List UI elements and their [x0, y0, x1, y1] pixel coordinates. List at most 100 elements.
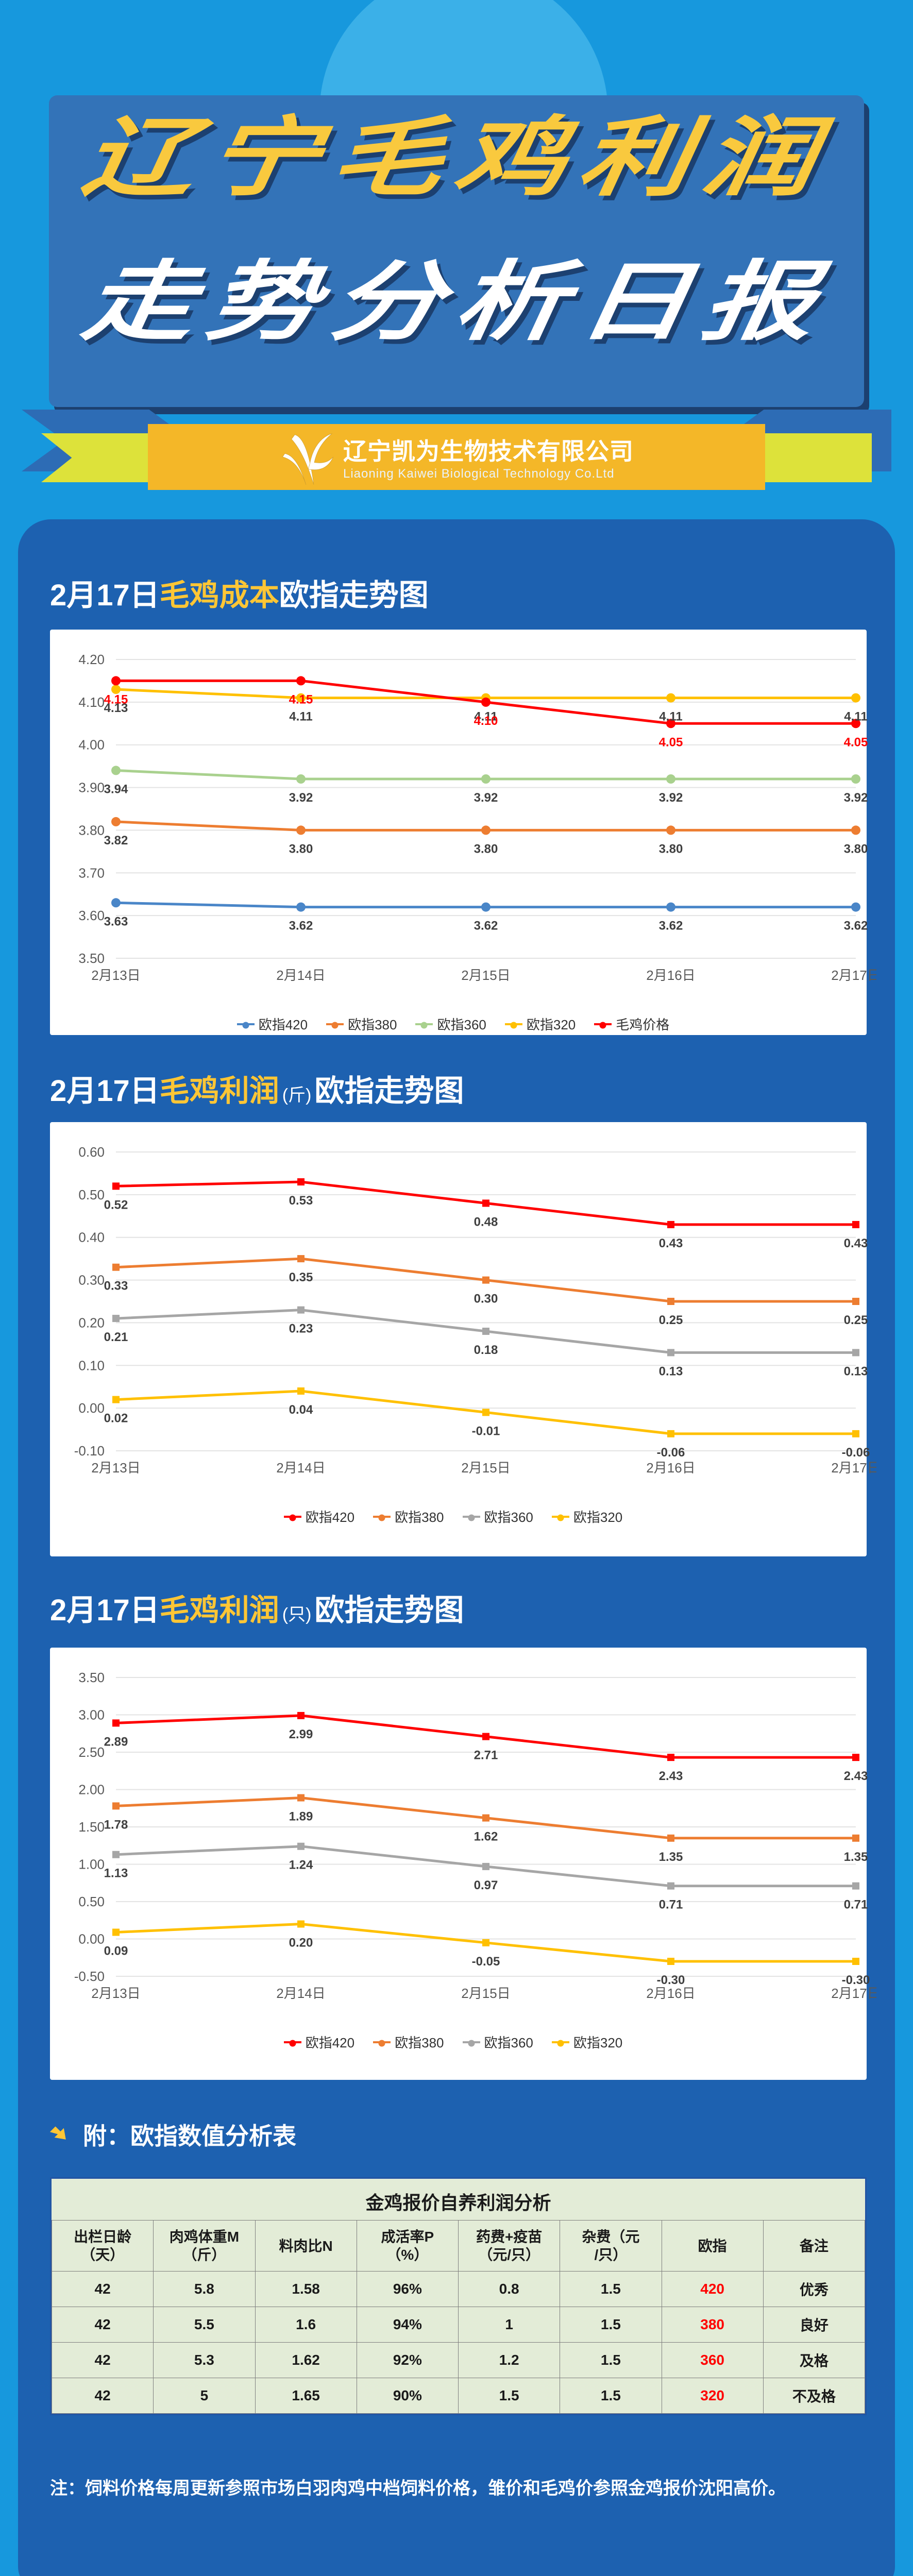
svg-text:3.50: 3.50: [78, 951, 105, 966]
svg-text:0.71: 0.71: [844, 1898, 868, 1912]
svg-text:2.43: 2.43: [844, 1769, 868, 1783]
svg-text:2月15日: 2月15日: [461, 1986, 510, 2001]
svg-text:4.15: 4.15: [104, 692, 128, 706]
svg-text:3.50: 3.50: [78, 1670, 105, 1685]
svg-text:0.60: 0.60: [78, 1144, 105, 1160]
svg-text:0.02: 0.02: [104, 1412, 128, 1426]
svg-text:3.92: 3.92: [844, 791, 868, 805]
svg-text:3.62: 3.62: [474, 919, 498, 933]
svg-text:0.30: 0.30: [78, 1273, 105, 1288]
svg-text:2.71: 2.71: [474, 1749, 498, 1762]
svg-text:3.80: 3.80: [78, 822, 105, 838]
svg-text:3.80: 3.80: [474, 842, 498, 856]
svg-text:4.15: 4.15: [289, 692, 313, 706]
svg-text:-0.10: -0.10: [74, 1443, 105, 1459]
svg-text:0.97: 0.97: [474, 1878, 498, 1892]
svg-text:3.60: 3.60: [78, 908, 105, 923]
svg-text:0.20: 0.20: [78, 1315, 105, 1330]
svg-text:-0.30: -0.30: [657, 1973, 685, 1987]
svg-text:0.35: 0.35: [289, 1270, 313, 1284]
svg-text:2月15日: 2月15日: [461, 968, 510, 983]
svg-text:2月13日: 2月13日: [91, 1460, 140, 1476]
svg-text:2月14日: 2月14日: [276, 1986, 325, 2001]
svg-text:0.13: 0.13: [844, 1364, 868, 1378]
svg-text:0.52: 0.52: [104, 1198, 128, 1212]
svg-text:0.13: 0.13: [659, 1364, 683, 1378]
svg-text:2月17日: 2月17日: [831, 968, 876, 983]
svg-text:-0.30: -0.30: [842, 1973, 870, 1987]
svg-text:2月17日: 2月17日: [831, 1460, 876, 1476]
svg-text:1.24: 1.24: [289, 1858, 313, 1872]
svg-text:-0.50: -0.50: [74, 1969, 105, 1984]
svg-text:0.33: 0.33: [104, 1279, 128, 1293]
svg-text:0.23: 0.23: [289, 1322, 313, 1336]
svg-text:0.18: 0.18: [474, 1343, 498, 1357]
svg-text:0.53: 0.53: [289, 1194, 313, 1208]
svg-text:3.62: 3.62: [289, 919, 313, 933]
svg-text:0.21: 0.21: [104, 1330, 128, 1344]
svg-text:2.99: 2.99: [289, 1727, 313, 1741]
svg-text:4.20: 4.20: [78, 652, 105, 667]
svg-text:0.09: 0.09: [104, 1944, 128, 1958]
svg-text:3.94: 3.94: [104, 782, 128, 796]
svg-text:0.43: 0.43: [659, 1236, 683, 1250]
svg-text:1.89: 1.89: [289, 1810, 313, 1824]
svg-text:2月14日: 2月14日: [276, 1460, 325, 1476]
svg-text:-0.05: -0.05: [472, 1955, 500, 1969]
svg-text:0.50: 0.50: [78, 1187, 105, 1202]
svg-text:2月16日: 2月16日: [646, 968, 695, 983]
svg-text:1.78: 1.78: [104, 1818, 128, 1832]
svg-text:0.10: 0.10: [78, 1358, 105, 1373]
svg-text:4.05: 4.05: [844, 735, 868, 749]
svg-text:-0.01: -0.01: [472, 1424, 500, 1438]
svg-text:3.00: 3.00: [78, 1707, 105, 1723]
svg-text:2.89: 2.89: [104, 1735, 128, 1749]
svg-text:3.82: 3.82: [104, 834, 128, 848]
svg-text:4.05: 4.05: [659, 735, 683, 749]
svg-text:2月16日: 2月16日: [646, 1986, 695, 2001]
svg-text:3.62: 3.62: [844, 919, 868, 933]
svg-text:1.62: 1.62: [474, 1830, 498, 1844]
svg-text:0.43: 0.43: [844, 1236, 868, 1250]
svg-text:3.80: 3.80: [659, 842, 683, 856]
svg-text:3.92: 3.92: [289, 791, 313, 805]
svg-text:0.00: 0.00: [78, 1931, 105, 1947]
svg-text:0.71: 0.71: [659, 1898, 683, 1912]
svg-text:3.90: 3.90: [78, 780, 105, 795]
svg-text:1.13: 1.13: [104, 1867, 128, 1880]
svg-text:-0.06: -0.06: [657, 1446, 685, 1460]
svg-text:1.35: 1.35: [659, 1850, 683, 1864]
svg-text:2月17日: 2月17日: [831, 1986, 876, 2001]
svg-text:3.92: 3.92: [474, 791, 498, 805]
svg-text:0.48: 0.48: [474, 1215, 498, 1229]
svg-text:2.00: 2.00: [78, 1782, 105, 1798]
svg-text:2月13日: 2月13日: [91, 1986, 140, 2001]
svg-text:0.25: 0.25: [659, 1313, 683, 1327]
svg-text:0.04: 0.04: [289, 1403, 313, 1417]
svg-text:3.80: 3.80: [844, 842, 868, 856]
svg-text:2月15日: 2月15日: [461, 1460, 510, 1476]
svg-text:1.50: 1.50: [78, 1819, 105, 1835]
svg-text:3.80: 3.80: [289, 842, 313, 856]
svg-text:3.62: 3.62: [659, 919, 683, 933]
svg-text:1.35: 1.35: [844, 1850, 868, 1864]
svg-text:4.00: 4.00: [78, 737, 105, 753]
svg-text:3.63: 3.63: [104, 914, 128, 928]
svg-text:4.10: 4.10: [474, 714, 498, 728]
svg-text:2月13日: 2月13日: [91, 968, 140, 983]
svg-text:4.11: 4.11: [289, 710, 312, 724]
svg-text:0.40: 0.40: [78, 1230, 105, 1245]
svg-text:3.92: 3.92: [659, 791, 683, 805]
svg-text:4.10: 4.10: [78, 694, 105, 710]
svg-text:2月16日: 2月16日: [646, 1460, 695, 1476]
svg-text:-0.06: -0.06: [842, 1446, 870, 1460]
svg-text:2.43: 2.43: [659, 1769, 683, 1783]
svg-text:0.50: 0.50: [78, 1894, 105, 1909]
svg-text:2.50: 2.50: [78, 1744, 105, 1760]
svg-text:1.00: 1.00: [78, 1857, 105, 1872]
svg-text:0.00: 0.00: [78, 1400, 105, 1416]
svg-text:4.11: 4.11: [659, 710, 682, 724]
svg-text:4.11: 4.11: [844, 710, 867, 724]
svg-text:2月14日: 2月14日: [276, 968, 325, 983]
svg-text:3.70: 3.70: [78, 865, 105, 880]
